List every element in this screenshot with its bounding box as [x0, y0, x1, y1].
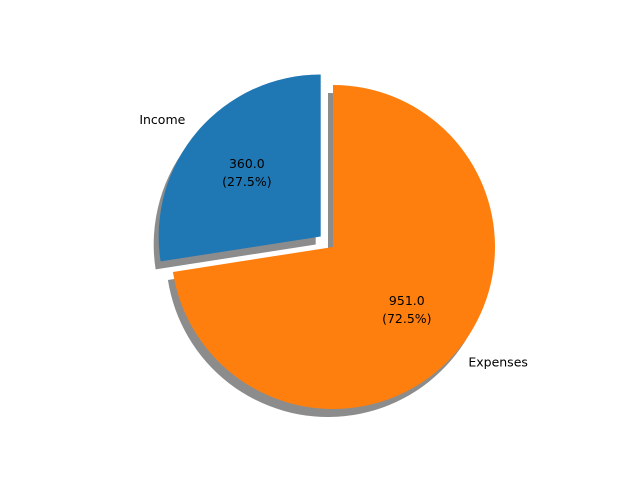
slice-value-label-income: 360.0 (27.5%) — [222, 156, 271, 189]
slice-value-label-expenses: 951.0 (72.5%) — [382, 293, 431, 326]
slice-label-expenses: Expenses — [468, 354, 528, 369]
slice-label-income: Income — [139, 112, 185, 127]
pie-slice-expenses — [172, 85, 496, 409]
pie-slice-income — [158, 74, 321, 262]
